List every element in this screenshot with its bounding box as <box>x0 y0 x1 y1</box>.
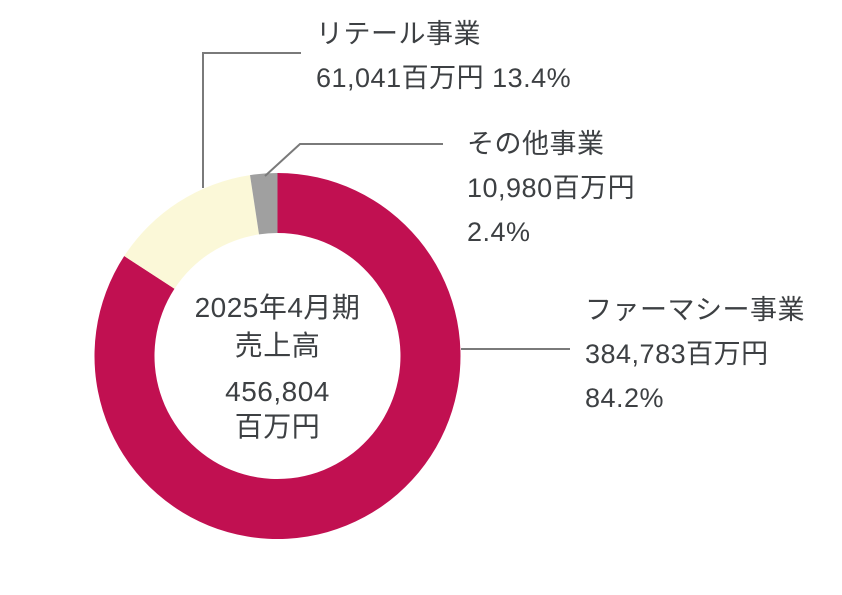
donut-ring <box>94 173 461 540</box>
callout-other-name: その他事業 <box>467 129 605 159</box>
callout-other: その他事業 10,980百万円 2.4% <box>467 122 635 254</box>
callout-retail-pct: 13.4% <box>492 63 572 93</box>
donut-segment-pharmacy <box>94 173 461 540</box>
callout-pharmacy-name: ファーマシー事業 <box>585 295 805 325</box>
donut-segment-retail <box>124 175 260 289</box>
callout-other-pct: 2.4% <box>467 217 531 247</box>
callout-pharmacy: ファーマシー事業 384,783百万円 84.2% <box>585 288 805 420</box>
center-value: 456,804 <box>225 376 330 407</box>
callout-retail-name: リテール事業 <box>316 19 481 49</box>
callout-retail-value: 61,041百万円 <box>316 63 485 93</box>
leader-line-retail <box>202 52 301 188</box>
center-label: 2025年4月期 売上高 456,804 百万円 <box>157 289 398 444</box>
donut-segment-other <box>250 173 278 235</box>
center-period: 2025年4月期 <box>194 292 361 323</box>
callout-retail-value-line: 61,041百万円 13.4% <box>316 56 571 100</box>
center-metric: 売上高 <box>234 330 321 361</box>
callout-other-value: 10,980百万円 <box>467 173 636 203</box>
center-value-block: 456,804 百万円 <box>157 374 398 444</box>
callout-pharmacy-value: 384,783百万円 <box>585 339 769 369</box>
callout-retail: リテール事業 61,041百万円 13.4% <box>316 12 571 100</box>
leader-line-other <box>264 143 443 177</box>
center-unit: 百万円 <box>234 411 321 442</box>
callout-pharmacy-pct: 84.2% <box>585 383 665 413</box>
